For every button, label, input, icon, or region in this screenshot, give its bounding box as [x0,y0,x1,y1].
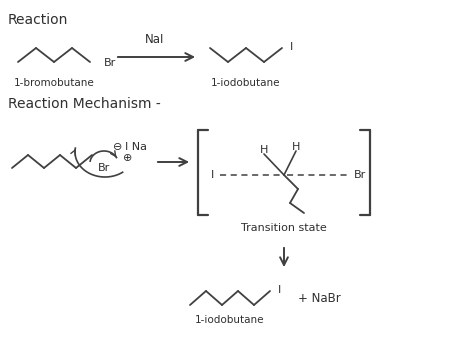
Text: I: I [211,170,214,180]
Text: + NaBr: + NaBr [298,291,341,305]
Text: Transition state: Transition state [241,223,327,233]
Text: 1-iodobutane: 1-iodobutane [211,78,281,88]
Text: Reaction: Reaction [8,13,68,27]
Text: H: H [260,145,268,155]
Text: Br: Br [354,170,366,180]
Text: H: H [292,142,300,152]
Text: Br: Br [104,58,116,68]
Text: ⊖: ⊖ [113,142,123,152]
Text: I Na: I Na [125,142,147,152]
Text: I: I [278,285,281,295]
Text: 1-iodobutane: 1-iodobutane [195,315,265,325]
Text: Br: Br [98,163,110,173]
Text: NaI: NaI [145,33,165,46]
Text: ⊕: ⊕ [123,153,133,163]
Text: Reaction Mechanism -: Reaction Mechanism - [8,97,161,111]
Text: 1-bromobutane: 1-bromobutane [14,78,94,88]
Text: I: I [290,42,293,52]
